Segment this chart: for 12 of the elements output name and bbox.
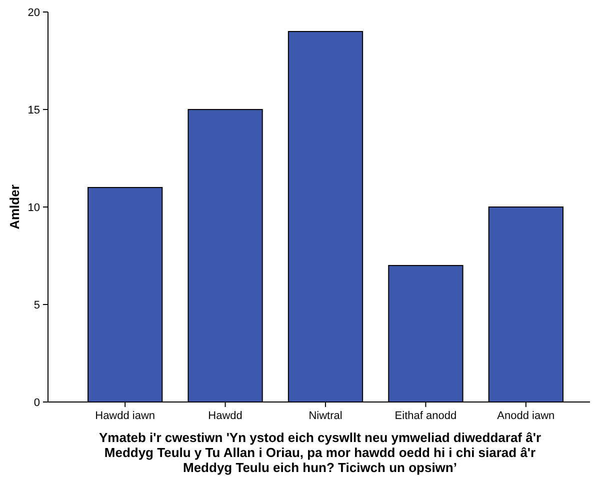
x-tick-label: Hawdd bbox=[208, 410, 242, 422]
x-axis-title: Ymateb i'r cwestiwn 'Yn ystod eich cyswllt neu ymweliad diweddaraf â'r Meddyg Teulu y Tu Allan i Oriau, pa mor hawdd oedd hi i chi siarad â'r Meddyg Teulu eich hun? Ticiwch un opsiwn’ bbox=[98, 430, 542, 475]
y-tick-label: 5 bbox=[34, 299, 40, 312]
x-tick-label: Niwtral bbox=[308, 410, 342, 422]
x-tick-label: Hawdd iawn bbox=[95, 410, 156, 422]
y-tick-label: 10 bbox=[28, 202, 40, 214]
y-tick-label: 0 bbox=[34, 396, 40, 409]
x-tick-label: Eithaf anodd bbox=[394, 410, 457, 422]
y-axis-title: Amlder bbox=[7, 184, 22, 230]
y-tick-label: 15 bbox=[28, 104, 40, 116]
y-tick-label: 20 bbox=[28, 6, 40, 19]
x-tick-label: Anodd iawn bbox=[497, 410, 555, 422]
